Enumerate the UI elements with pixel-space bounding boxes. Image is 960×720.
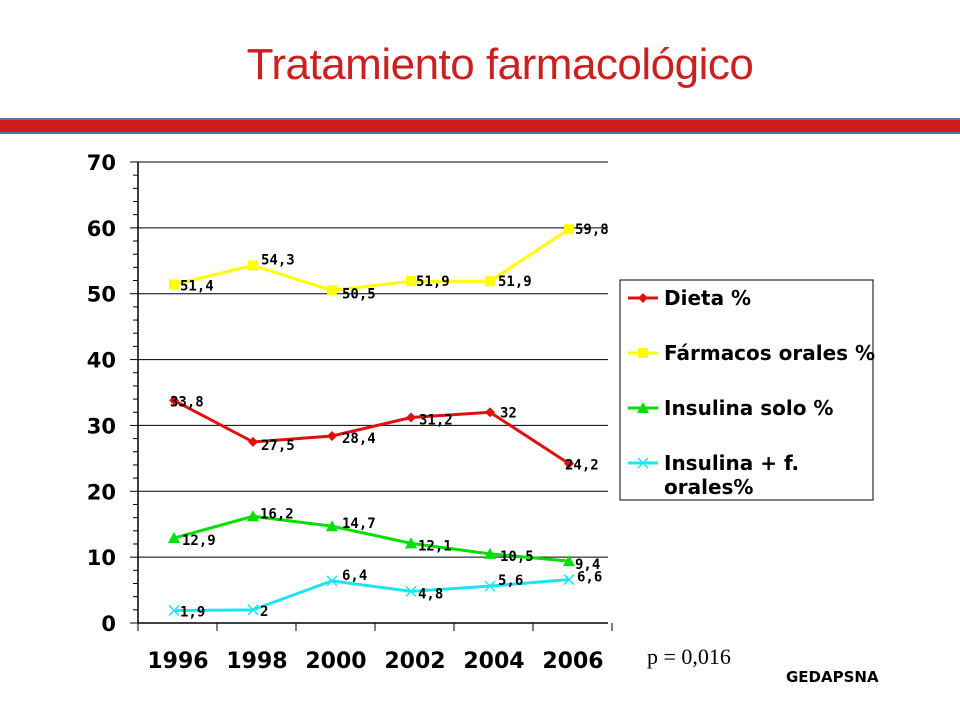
legend-box [619,279,874,501]
y-tick-label: 40 [87,349,116,373]
data-label: 1,9 [180,604,205,620]
data-point-x [637,457,649,469]
data-label: 33,8 [170,394,204,410]
series-line [173,514,570,563]
data-point-triangle [168,532,180,544]
x-tick-label: 2006 [542,649,603,674]
data-label: 4,8 [418,586,443,602]
data-point-diamond [248,436,258,447]
page-title: Tratamiento farmacológico [246,40,754,89]
data-point-x [563,574,575,586]
series-line [173,227,570,292]
data-point-diamond [406,412,416,423]
y-tick-label: 20 [87,480,116,504]
data-point-square [564,224,574,235]
legend-label-line: Fármacos orales % [664,341,875,365]
data-point-square [638,348,648,358]
data-label: 32 [500,405,517,421]
y-tick-label: 30 [87,414,116,438]
data-label: 51,4 [180,278,214,294]
data-label: 6,6 [577,570,602,586]
data-point-square [248,260,258,271]
data-point-square [327,285,337,296]
data-label: 6,4 [342,568,367,584]
data-point-diamond [638,293,648,303]
x-tick-label: 1998 [226,649,287,674]
x-tick-label: 1996 [147,649,208,674]
data-point-triangle [247,510,259,522]
p-value-note: p = 0,016 [647,644,731,669]
source-credit: GEDAPSNA [786,668,879,686]
data-label: 16,2 [260,506,294,522]
data-label: 12,9 [182,533,216,549]
data-point-x [168,604,180,617]
y-tick-label: 0 [101,612,116,636]
legend-label-line: Dieta % [664,286,751,310]
data-point-triangle [405,537,417,549]
legend-label: Dieta % [664,286,751,310]
data-label: 9,4 [575,557,600,573]
data-label: 14,7 [342,516,376,532]
data-point-square [485,276,495,287]
data-label: 51,9 [416,274,450,290]
legend-label: Fármacos orales % [664,341,875,365]
y-tick-label: 50 [87,283,116,307]
data-point-diamond [564,458,574,469]
y-tick-label: 60 [87,217,116,241]
x-tick-label: 2004 [463,649,524,674]
legend-label: Insulina + f. orales% [664,451,799,499]
legend-label-line: orales% [664,475,753,499]
data-label: 51,9 [498,274,532,290]
legend-label-line: Insulina + f. [664,451,799,475]
data-label: 5,6 [498,573,523,589]
legend-label: Insulina solo % [664,396,833,420]
data-label: 50,5 [342,286,376,302]
data-label: 12,1 [418,538,452,554]
data-label: 10,5 [500,549,534,565]
data-point-diamond [485,407,495,418]
data-point-diamond [169,395,179,406]
data-point-square [169,279,179,290]
x-tick-label: 2002 [384,649,445,674]
y-tick-label: 70 [87,151,116,175]
y-tick-label: 10 [87,546,116,570]
data-point-triangle [484,547,496,559]
data-label: 27,5 [261,438,295,454]
data-label: 24,2 [565,458,599,474]
data-point-diamond [327,430,337,441]
data-point-triangle [563,555,575,567]
series-line [173,399,570,465]
data-point-x [247,604,259,616]
data-point-square [406,276,416,287]
data-label: 28,4 [342,431,376,447]
data-label: 31,2 [419,413,453,429]
legend-label-line: Insulina solo % [664,396,833,420]
series-line [173,578,570,612]
data-point-x [405,585,417,597]
data-point-triangle [637,402,649,413]
data-point-triangle [326,520,338,532]
data-label: 54,3 [261,252,295,268]
data-label: 59,8 [575,222,609,238]
data-point-x [326,575,338,587]
x-tick-label: 2000 [305,649,366,674]
data-label: 2 [260,604,268,620]
data-point-x [484,580,496,592]
title-divider-bar [0,118,960,134]
